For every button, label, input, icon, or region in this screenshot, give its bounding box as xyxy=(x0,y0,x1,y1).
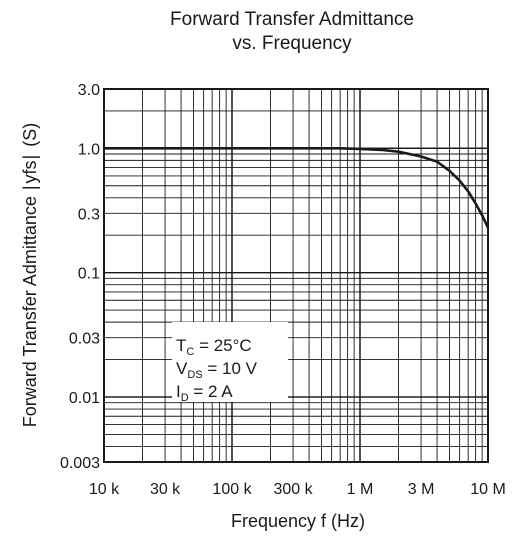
x-axis-label: Frequency f (Hz) xyxy=(231,511,365,531)
series-line xyxy=(104,147,490,229)
x-tick-label: 3 M xyxy=(408,481,435,498)
condition-tc: TC = 25°C xyxy=(176,336,252,358)
y-tick-label: 0.1 xyxy=(78,266,100,283)
y-axis-label-prefix: Forward Transfer Admittance xyxy=(20,196,40,427)
plot-frame xyxy=(103,88,489,463)
data-series xyxy=(104,147,490,229)
x-tick-label: 10 M xyxy=(470,481,506,498)
y-axis-label: Forward Transfer Admittance|yfs|(S) xyxy=(20,123,40,427)
y-tick-label: 0.003 xyxy=(60,455,100,472)
x-tick-label: 100 k xyxy=(212,481,252,498)
chart-title-line2: vs. Frequency xyxy=(232,33,352,54)
y-tick-label: 0.03 xyxy=(69,331,100,348)
grid-lines xyxy=(104,89,488,462)
x-tick-label: 30 k xyxy=(150,481,181,498)
chart-title-line1: Forward Transfer Admittance xyxy=(170,9,414,30)
tick-labels: 10 k 30 k 100 k 300 k 1 M 3 M 10 M 3.0 1.0 0.3 0.1… xyxy=(60,82,506,498)
y-tick-label: 0.01 xyxy=(69,390,100,407)
x-tick-label: 10 k xyxy=(89,481,120,498)
svg-text:Forward Transfer Admittance|yf: Forward Transfer Admittance|yfs|(S) xyxy=(20,123,40,427)
y-tick-label: 0.3 xyxy=(78,206,100,223)
y-axis-label-unit: (S) xyxy=(20,123,40,147)
x-tick-label: 300 k xyxy=(274,481,314,498)
condition-id: ID = 2 A xyxy=(176,382,233,404)
y-axis-label-symbol: yfs xyxy=(20,160,40,183)
conditions-box-bg xyxy=(172,322,288,402)
x-tick-label: 1 M xyxy=(347,481,374,498)
condition-vds: VDS = 10 V xyxy=(176,359,258,381)
y-tick-label: 3.0 xyxy=(78,82,100,99)
y-tick-label: 1.0 xyxy=(78,141,100,158)
